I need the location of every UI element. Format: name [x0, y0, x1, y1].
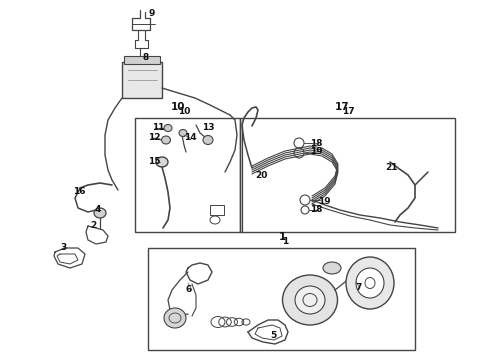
- Text: 17: 17: [335, 102, 349, 112]
- Text: 21: 21: [385, 163, 397, 172]
- Text: 18: 18: [310, 139, 322, 148]
- Bar: [148, 248, 415, 350]
- Text: 5: 5: [270, 330, 276, 339]
- Text: 10: 10: [171, 102, 185, 112]
- Bar: [210, 205, 224, 215]
- Ellipse shape: [156, 157, 168, 167]
- Text: 19: 19: [318, 198, 331, 207]
- Text: 11: 11: [152, 122, 165, 131]
- Ellipse shape: [283, 275, 338, 325]
- Text: 16: 16: [73, 188, 85, 197]
- Ellipse shape: [323, 262, 341, 274]
- Text: 6: 6: [185, 285, 191, 294]
- Text: 14: 14: [184, 134, 196, 143]
- Text: 18: 18: [310, 206, 322, 215]
- Ellipse shape: [295, 286, 325, 314]
- Bar: [122, 62, 162, 98]
- Text: 2: 2: [90, 220, 96, 230]
- Text: 7: 7: [355, 284, 362, 292]
- Ellipse shape: [356, 268, 384, 298]
- Bar: [240, 118, 455, 232]
- Ellipse shape: [179, 130, 187, 136]
- Text: 9: 9: [148, 9, 154, 18]
- Text: 19: 19: [310, 148, 322, 157]
- Ellipse shape: [350, 272, 360, 280]
- Text: 13: 13: [202, 122, 215, 131]
- Text: 8: 8: [142, 53, 148, 62]
- Text: 20: 20: [255, 171, 268, 180]
- Text: 1: 1: [278, 232, 286, 242]
- Bar: [135, 118, 240, 232]
- Text: 1: 1: [282, 238, 288, 247]
- Text: 12: 12: [148, 134, 161, 143]
- Text: 4: 4: [95, 206, 101, 215]
- Text: 17: 17: [342, 108, 355, 117]
- Ellipse shape: [164, 125, 172, 131]
- Ellipse shape: [346, 257, 394, 309]
- Bar: [124, 56, 160, 64]
- Ellipse shape: [162, 136, 171, 144]
- Ellipse shape: [203, 135, 213, 144]
- Text: 15: 15: [148, 158, 161, 166]
- Text: 3: 3: [60, 243, 66, 252]
- Ellipse shape: [94, 208, 106, 218]
- Ellipse shape: [164, 308, 186, 328]
- Text: 10: 10: [178, 108, 191, 117]
